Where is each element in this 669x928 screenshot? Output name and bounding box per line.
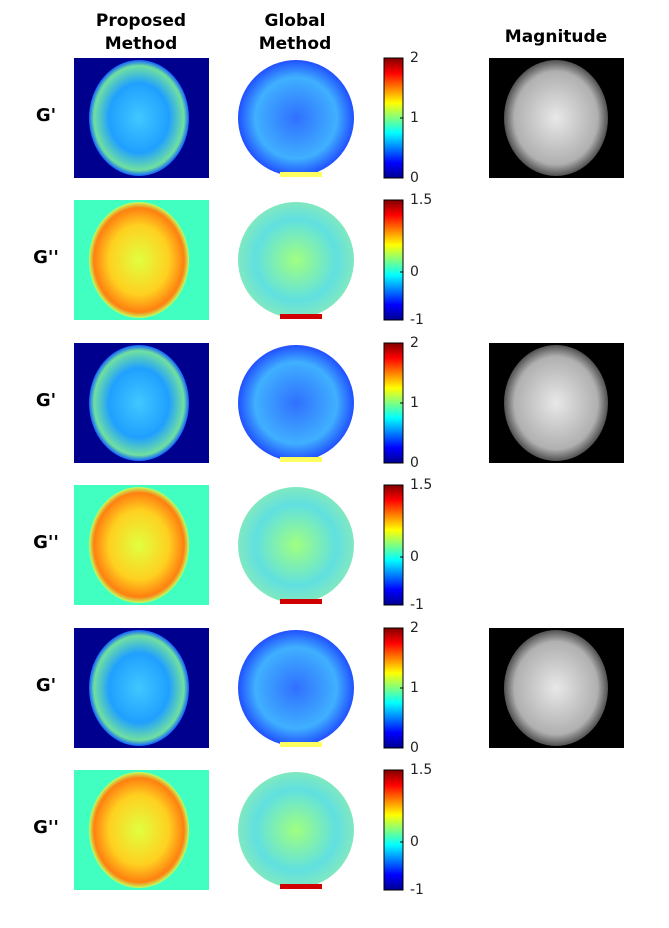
row-label: G'' (33, 532, 59, 553)
brain-map (89, 630, 189, 746)
row-label: G'' (33, 247, 59, 268)
column-header: Global (265, 11, 326, 31)
colorbar (383, 484, 404, 606)
colorbar-tick-label: 1 (410, 395, 419, 411)
colorbar-tick-label: 1.5 (410, 477, 432, 493)
global-image (238, 487, 354, 603)
colorbar-tick-label: 2 (410, 620, 419, 636)
colorbar-tick-label: 1 (410, 680, 419, 696)
column-header: Method (259, 34, 332, 54)
colorbar (383, 769, 404, 891)
row-label: G' (36, 105, 56, 126)
global-edge (280, 457, 322, 462)
column-header: Method (105, 34, 178, 54)
global-edge (280, 314, 322, 319)
row-label: G'' (33, 817, 59, 838)
magnitude-brain (504, 345, 608, 461)
colorbar-tick-label: -1 (410, 882, 424, 898)
magnitude-brain (504, 630, 608, 746)
colorbar (383, 199, 404, 321)
row-label: G' (36, 675, 56, 696)
colorbar-tick-label: 0 (410, 834, 419, 850)
global-image (238, 202, 354, 318)
global-image (238, 772, 354, 888)
colorbar-tick-label: -1 (410, 597, 424, 613)
global-image (238, 630, 354, 746)
colorbar-tick-label: 0 (410, 264, 419, 280)
brain-map (89, 772, 189, 888)
colorbar-tick-label: 1 (410, 110, 419, 126)
brain-map (89, 202, 189, 318)
column-header: Magnitude (505, 27, 607, 47)
global-edge (280, 172, 322, 177)
global-edge (280, 884, 322, 889)
colorbar-tick-label: 1.5 (410, 192, 432, 208)
colorbar-tick-label: 2 (410, 335, 419, 351)
colorbar-tick-label: 0 (410, 549, 419, 565)
global-edge (280, 742, 322, 747)
brain-map (89, 345, 189, 461)
colorbar-tick-label: 2 (410, 50, 419, 66)
global-edge (280, 599, 322, 604)
colorbar-tick-label: 0 (410, 740, 419, 756)
column-header: Proposed (96, 11, 186, 31)
colorbar-tick-label: 1.5 (410, 762, 432, 778)
global-image (238, 60, 354, 176)
brain-map (89, 60, 189, 176)
colorbar-tick-label: -1 (410, 312, 424, 328)
colorbar-tick-label: 0 (410, 455, 419, 471)
magnitude-brain (504, 60, 608, 176)
brain-map (89, 487, 189, 603)
colorbar-tick-label: 0 (410, 170, 419, 186)
global-image (238, 345, 354, 461)
row-label: G' (36, 390, 56, 411)
